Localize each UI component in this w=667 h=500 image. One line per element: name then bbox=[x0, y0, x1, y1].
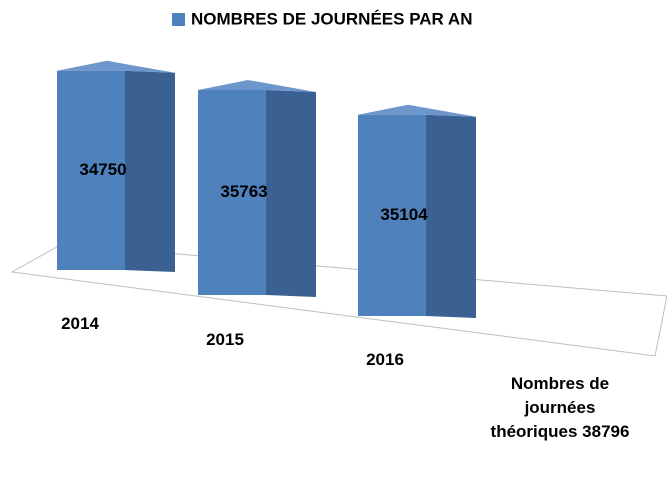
bar-front bbox=[57, 70, 125, 270]
value-label: 35763 bbox=[220, 182, 267, 201]
bar-top bbox=[358, 104, 476, 117]
bar-side bbox=[125, 70, 175, 272]
bar bbox=[57, 60, 175, 272]
value-label: 35104 bbox=[380, 205, 428, 224]
bar-side bbox=[426, 114, 476, 319]
legend-label: NOMBRES DE JOURNÉES PAR AN bbox=[191, 9, 472, 28]
bar-top bbox=[57, 60, 175, 73]
floor bbox=[10, 243, 667, 357]
value-label: 34750 bbox=[79, 160, 126, 179]
x-tick-label: Nombres de journées théoriques 38796 bbox=[490, 374, 630, 441]
bar-top bbox=[198, 80, 316, 92]
x-tick-label: 2016 bbox=[366, 350, 404, 369]
bar-front bbox=[198, 90, 266, 295]
x-tick-label: 2014 bbox=[61, 314, 99, 333]
legend-swatch bbox=[172, 13, 185, 26]
x-tick-label: 2015 bbox=[206, 330, 244, 349]
bar-front bbox=[358, 114, 426, 317]
bar-side bbox=[266, 90, 316, 297]
bar bbox=[358, 104, 476, 319]
bar bbox=[198, 80, 316, 297]
